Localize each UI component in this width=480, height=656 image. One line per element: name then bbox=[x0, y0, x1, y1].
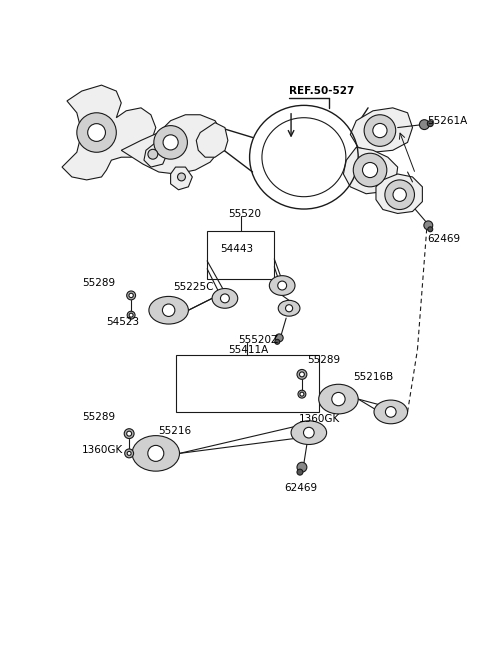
Polygon shape bbox=[376, 174, 422, 213]
Ellipse shape bbox=[269, 276, 295, 295]
Text: 55411A: 55411A bbox=[228, 344, 268, 355]
Ellipse shape bbox=[154, 125, 187, 159]
Text: 62469: 62469 bbox=[427, 234, 460, 244]
Circle shape bbox=[424, 221, 433, 230]
Circle shape bbox=[297, 469, 303, 475]
Bar bbox=[207, 232, 274, 279]
Text: 55289: 55289 bbox=[82, 277, 115, 287]
Text: 55289: 55289 bbox=[82, 412, 115, 422]
Text: 55216B: 55216B bbox=[353, 373, 394, 382]
Polygon shape bbox=[62, 85, 156, 180]
Circle shape bbox=[127, 311, 135, 319]
Circle shape bbox=[362, 163, 378, 178]
Circle shape bbox=[220, 294, 229, 303]
Circle shape bbox=[275, 339, 280, 344]
Ellipse shape bbox=[353, 154, 387, 187]
Ellipse shape bbox=[278, 300, 300, 316]
Ellipse shape bbox=[291, 420, 326, 445]
Circle shape bbox=[148, 150, 158, 159]
Polygon shape bbox=[121, 115, 222, 174]
Text: 54443: 54443 bbox=[220, 244, 253, 254]
Text: 55520Z: 55520Z bbox=[238, 335, 278, 345]
Ellipse shape bbox=[374, 400, 408, 424]
Circle shape bbox=[129, 313, 133, 317]
Circle shape bbox=[178, 173, 185, 181]
Ellipse shape bbox=[212, 289, 238, 308]
Circle shape bbox=[300, 392, 304, 396]
Ellipse shape bbox=[385, 180, 414, 209]
Circle shape bbox=[148, 445, 164, 461]
Circle shape bbox=[297, 462, 307, 472]
Ellipse shape bbox=[319, 384, 358, 414]
Text: 54523: 54523 bbox=[107, 317, 140, 327]
Circle shape bbox=[300, 372, 304, 377]
Bar bbox=[176, 355, 319, 412]
Text: 55520: 55520 bbox=[228, 209, 261, 220]
Text: 55261A: 55261A bbox=[427, 115, 468, 126]
Circle shape bbox=[428, 227, 433, 232]
Polygon shape bbox=[350, 108, 412, 152]
Polygon shape bbox=[196, 123, 228, 157]
Circle shape bbox=[286, 304, 293, 312]
Polygon shape bbox=[144, 142, 168, 167]
Circle shape bbox=[88, 123, 106, 142]
Polygon shape bbox=[343, 148, 398, 194]
Circle shape bbox=[129, 293, 133, 298]
Circle shape bbox=[127, 431, 132, 436]
Text: 55289: 55289 bbox=[307, 355, 340, 365]
Text: 1360GK: 1360GK bbox=[82, 445, 123, 455]
Text: 55225C: 55225C bbox=[174, 281, 214, 291]
Ellipse shape bbox=[132, 436, 180, 471]
Text: 1360GK: 1360GK bbox=[299, 414, 340, 424]
Ellipse shape bbox=[77, 113, 116, 152]
Circle shape bbox=[420, 119, 429, 129]
Text: REF.50-527: REF.50-527 bbox=[289, 86, 354, 96]
Text: 62469: 62469 bbox=[284, 483, 317, 493]
Circle shape bbox=[427, 121, 433, 127]
Text: 55216: 55216 bbox=[158, 426, 191, 436]
Circle shape bbox=[298, 390, 306, 398]
Circle shape bbox=[125, 449, 133, 458]
Ellipse shape bbox=[149, 297, 188, 324]
Circle shape bbox=[385, 407, 396, 417]
Circle shape bbox=[332, 392, 345, 406]
Circle shape bbox=[373, 123, 387, 138]
Circle shape bbox=[275, 334, 283, 342]
Circle shape bbox=[127, 451, 131, 455]
Circle shape bbox=[278, 281, 287, 290]
Circle shape bbox=[162, 304, 175, 316]
Circle shape bbox=[163, 135, 178, 150]
Polygon shape bbox=[170, 167, 192, 190]
Ellipse shape bbox=[364, 115, 396, 146]
Circle shape bbox=[303, 427, 314, 438]
Circle shape bbox=[297, 369, 307, 379]
Circle shape bbox=[124, 429, 134, 439]
Circle shape bbox=[393, 188, 407, 201]
Circle shape bbox=[127, 291, 135, 300]
